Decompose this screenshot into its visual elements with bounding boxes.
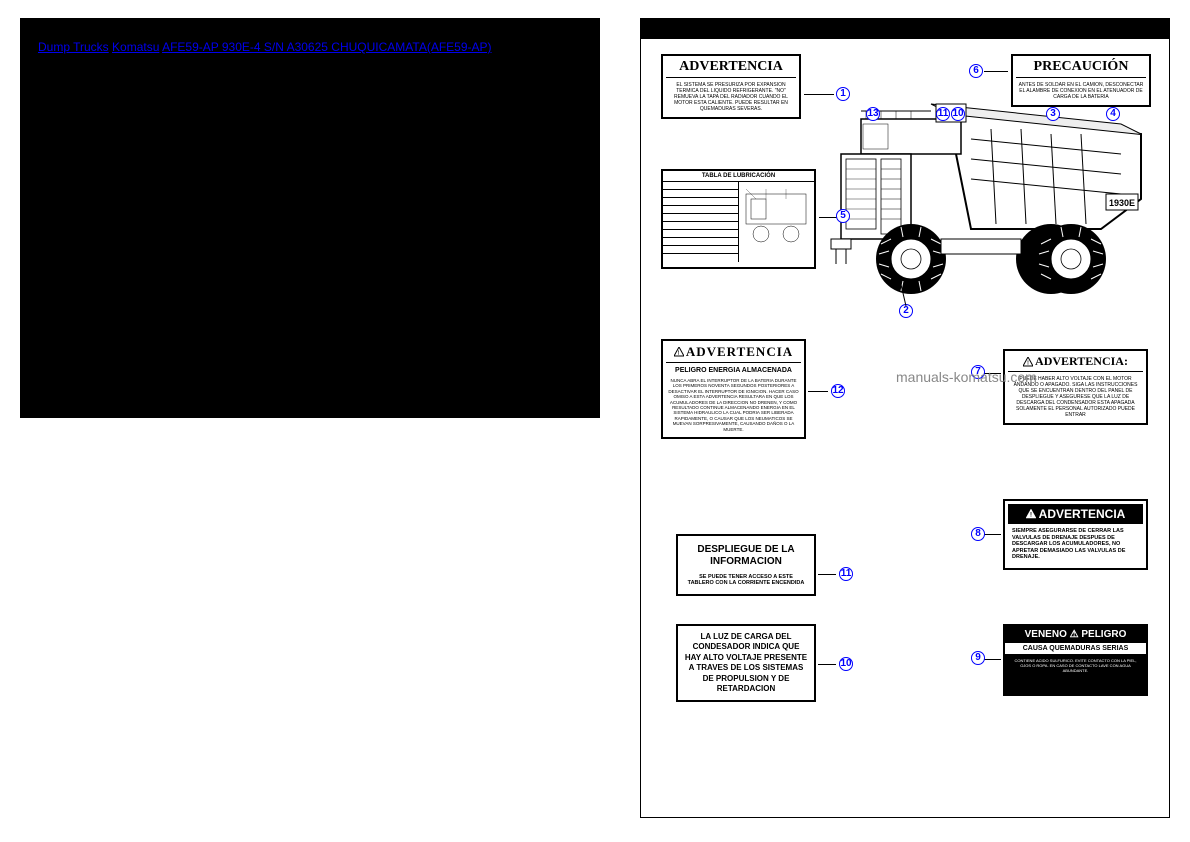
- warning-box-radiator: ADVERTENCIA EL SISTEMA SE PRESURIZA POR …: [661, 54, 801, 119]
- info-header: DESPLIEGUE DE LA INFORMACION: [686, 544, 806, 568]
- warning-box-drain-valves: ! ADVERTENCIA SIEMPRE ASEGURARSE DE CERR…: [1003, 499, 1148, 570]
- callout-11: 11: [936, 107, 950, 121]
- svg-text:!: !: [677, 351, 680, 357]
- info-box-charge-light: LA LUZ DE CARGA DEL CONDESADOR INDICA QU…: [676, 624, 816, 702]
- warning-triangle-icon: !: [1023, 357, 1033, 367]
- warning-header-black: ! ADVERTENCIA: [1008, 504, 1143, 524]
- leader-line: [984, 71, 1008, 72]
- svg-text:!: !: [1027, 360, 1029, 366]
- leader-line: [808, 391, 828, 392]
- callout-10b: 10: [839, 657, 853, 671]
- info-body: SE PUEDE TENER ACCESO A ESTE TABLERO CON…: [686, 574, 806, 586]
- danger-subheader: CAUSA QUEMADURAS SERIAS: [1005, 643, 1146, 654]
- diagram-page: ADVERTENCIA EL SISTEMA SE PRESURIZA POR …: [640, 18, 1170, 818]
- danger-header: VENENO ⚠ PELIGRO: [1005, 626, 1146, 643]
- info-box-display: DESPLIEGUE DE LA INFORMACION SE PUEDE TE…: [676, 534, 816, 596]
- breadcrumb-link-dump-trucks[interactable]: Dump Trucks: [38, 40, 109, 54]
- warning-header: ADVERTENCIA: [666, 59, 796, 78]
- callout-11b: 11: [839, 567, 853, 581]
- danger-body: CONTIENE ACIDO SULFURICO. EVITE CONTACTO…: [1005, 654, 1146, 694]
- warning-header: ! ADVERTENCIA: [666, 344, 801, 363]
- svg-text:!: !: [1030, 513, 1032, 519]
- leader-line: [804, 94, 834, 95]
- warning-box-high-voltage: ! ADVERTENCIA: PUEDE HABER ALTO VOLTAJE …: [1003, 349, 1148, 425]
- danger-box-poison: VENENO ⚠ PELIGRO CAUSA QUEMADURAS SERIAS…: [1003, 624, 1148, 696]
- breadcrumb-link-model[interactable]: AFE59-AP 930E-4 S/N A30625 CHUQUICAMATA(…: [162, 40, 491, 54]
- lubrication-chart: TABLA DE LUBRICACIÓN: [661, 169, 816, 269]
- truck-diagram: 1930E: [821, 99, 1151, 299]
- callout-8: 8: [971, 527, 985, 541]
- warning-body: PUEDE HABER ALTO VOLTAJE CON EL MOTOR AN…: [1008, 374, 1143, 420]
- callout-13: 13: [866, 107, 880, 121]
- callout-9: 9: [971, 651, 985, 665]
- warning-body: EL SISTEMA SE PRESURIZA POR EXPANSION TE…: [666, 80, 796, 114]
- callout-6: 6: [969, 64, 983, 78]
- callout-4: 4: [1106, 107, 1120, 121]
- lube-header: TABLA DE LUBRICACIÓN: [663, 171, 814, 182]
- left-dark-panel: Dump Trucks Komatsu AFE59-AP 930E-4 S/N …: [20, 18, 600, 418]
- callout-7: 7: [971, 365, 985, 379]
- caution-header: PRECAUCIÓN: [1016, 59, 1146, 78]
- leader-line: [818, 574, 836, 575]
- callout-3: 3: [1046, 107, 1060, 121]
- lube-table: [663, 182, 814, 262]
- warning-box-stored-energy: ! ADVERTENCIA PELIGRO ENERGIA ALMACENADA…: [661, 339, 806, 439]
- callout-5: 5: [836, 209, 850, 223]
- svg-text:1930E: 1930E: [1109, 198, 1135, 208]
- lube-truck-icon: [741, 184, 811, 259]
- warning-header: ! ADVERTENCIA:: [1008, 354, 1143, 372]
- leader-svg: [896, 274, 916, 309]
- callout-10: 10: [951, 107, 965, 121]
- callout-1: 1: [836, 87, 850, 101]
- callout-12: 12: [831, 384, 845, 398]
- warning-body: SIEMPRE ASEGURARSE DE CERRAR LAS VALVULA…: [1008, 524, 1143, 565]
- page-top-bar: [641, 19, 1169, 39]
- info-body: LA LUZ DE CARGA DEL CONDESADOR INDICA QU…: [684, 632, 808, 694]
- breadcrumb-link-komatsu[interactable]: Komatsu: [112, 40, 159, 54]
- breadcrumb: Dump Trucks Komatsu AFE59-AP 930E-4 S/N …: [38, 38, 582, 56]
- warning-subheader: PELIGRO ENERGIA ALMACENADA: [666, 365, 801, 376]
- warning-body: NUNCA ABRA EL INTERRUPTOR DE LA BATERIA …: [666, 376, 801, 434]
- leader-line: [818, 664, 836, 665]
- warning-triangle-icon: !: [674, 347, 684, 357]
- warning-triangle-icon: !: [1026, 509, 1036, 519]
- leader-line: [819, 217, 837, 218]
